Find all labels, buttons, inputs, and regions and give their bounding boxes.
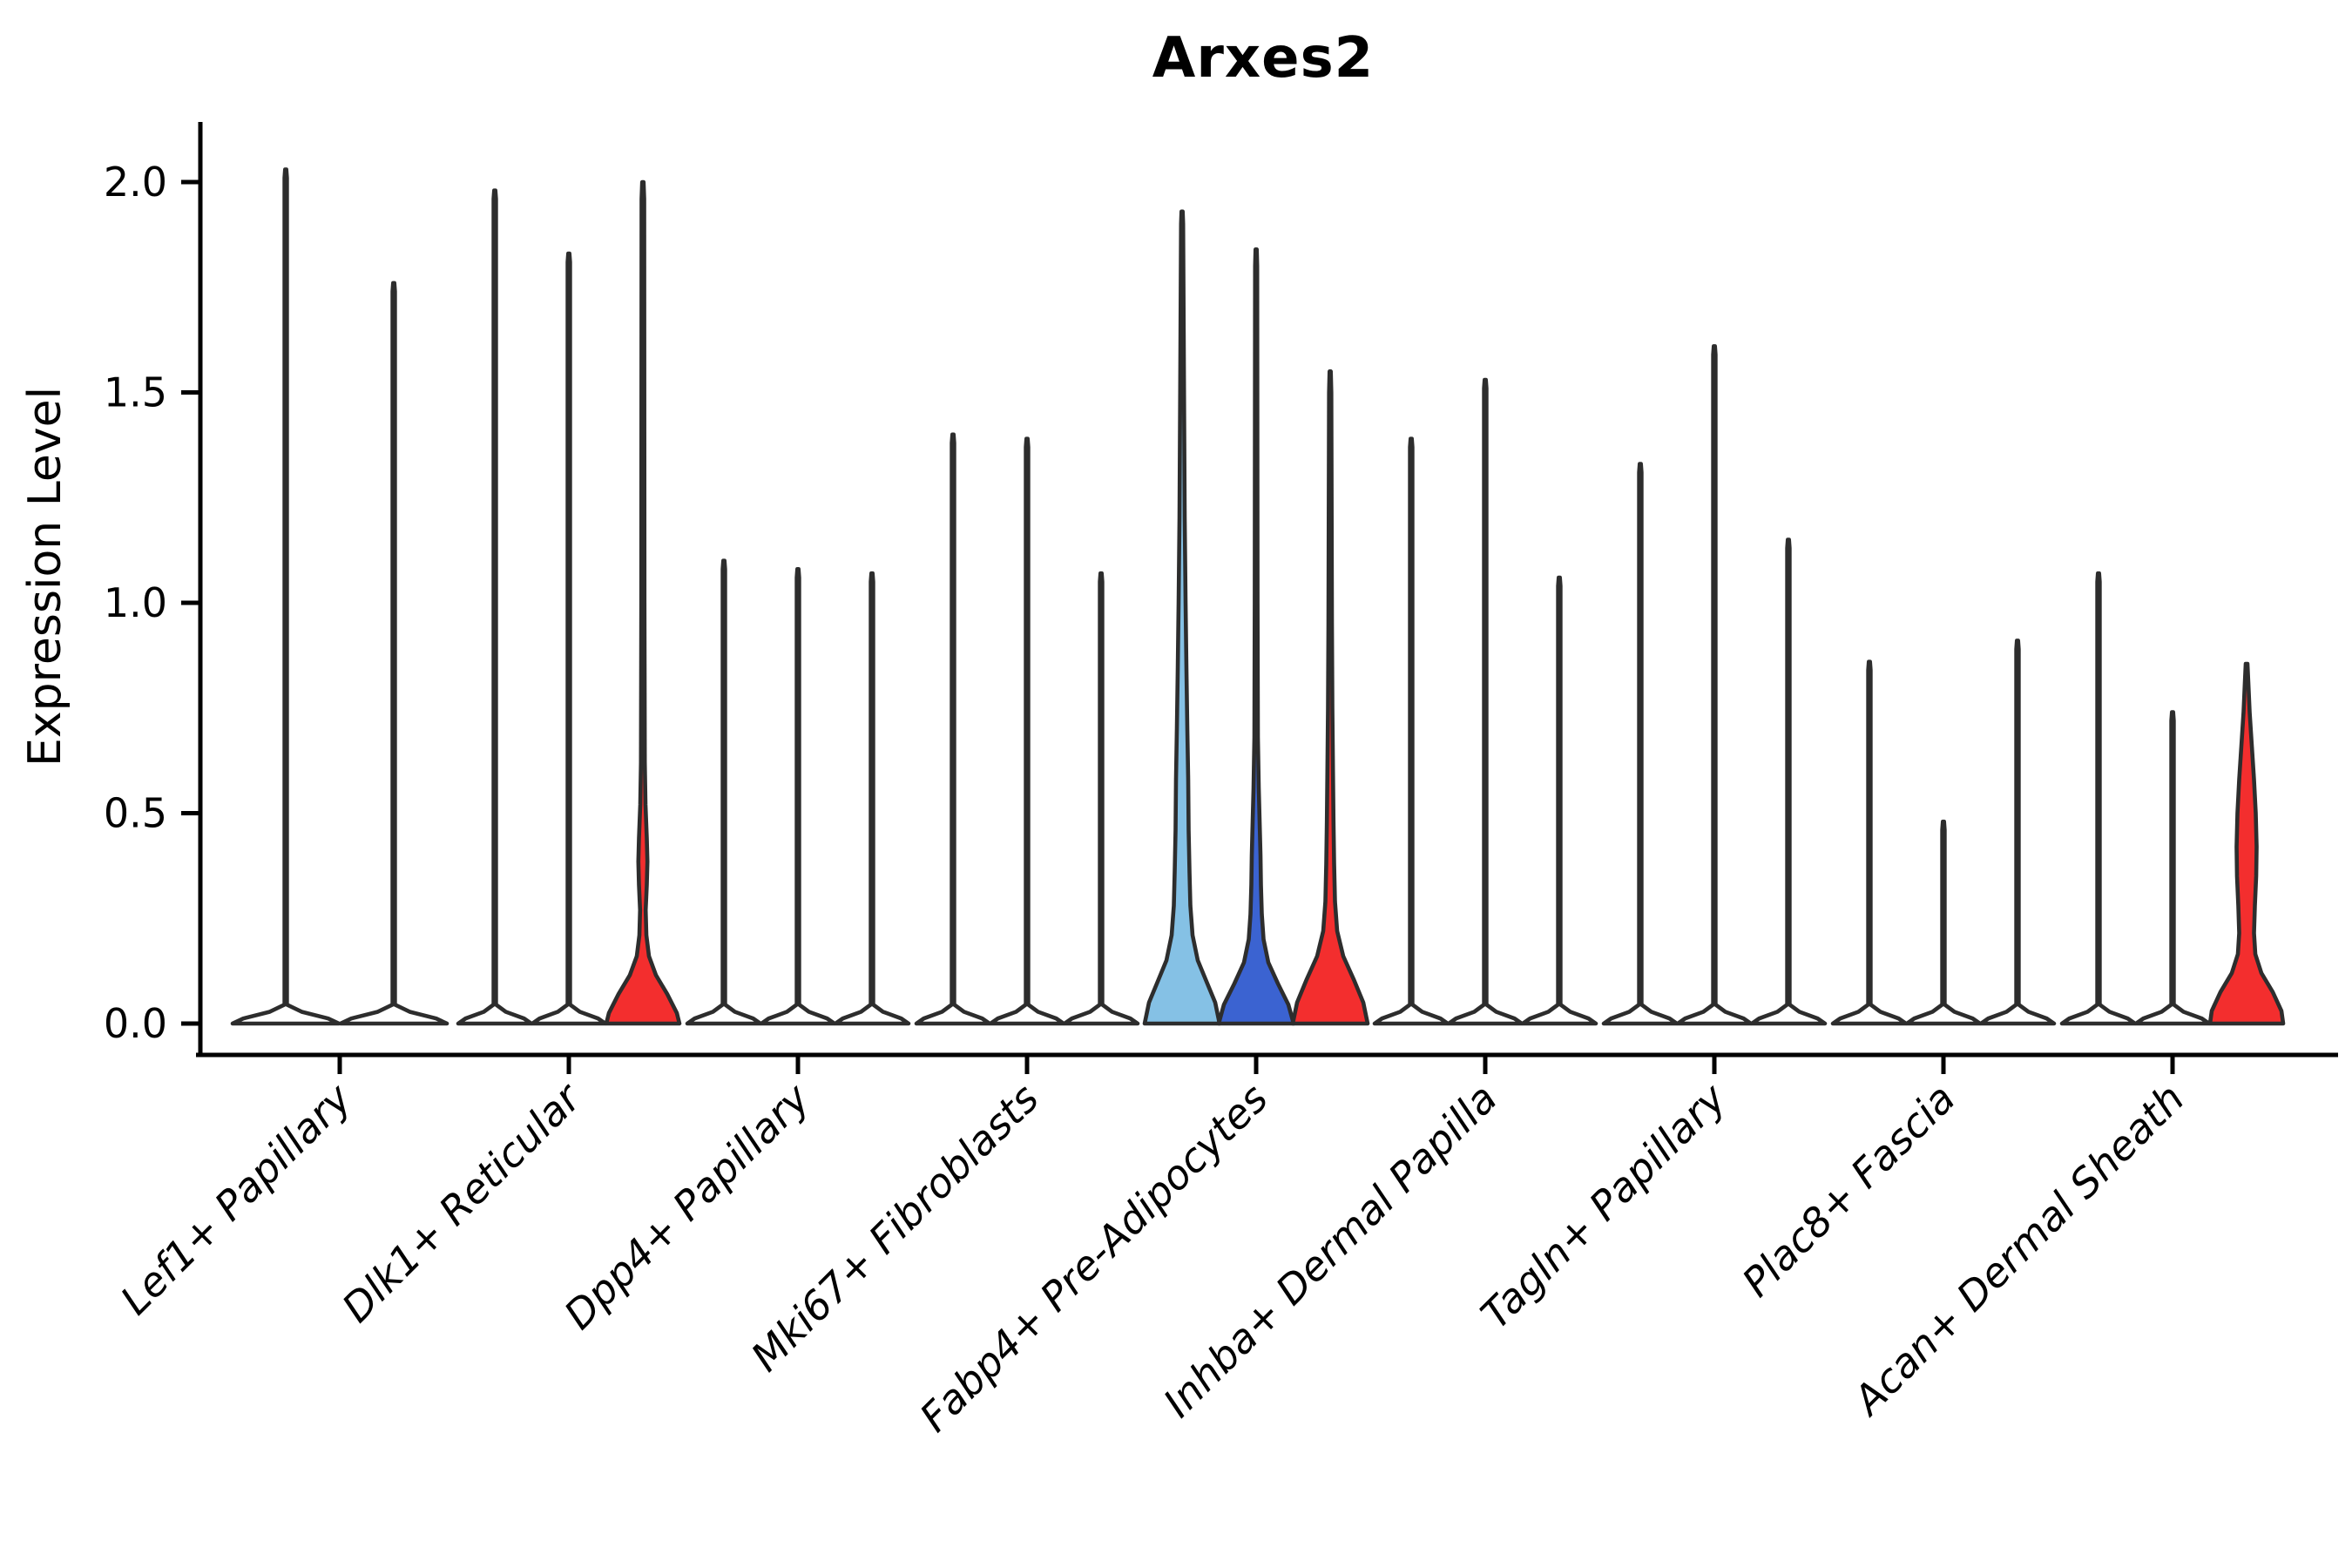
chart-title: Arxes2 xyxy=(1152,26,1375,91)
y-tick-label-0.0: 0.0 xyxy=(104,1000,167,1047)
violin-g9-v2 xyxy=(2133,710,2212,1026)
violin-g7-v2 xyxy=(1675,344,1754,1026)
y-tick-label-2.0: 2.0 xyxy=(104,159,167,206)
violin-g4-v1 xyxy=(914,432,992,1026)
violin-g2-v2 xyxy=(530,251,608,1026)
x-label-3: Dpp4+ Papillary xyxy=(555,1074,819,1338)
x-label-8: Plac8+ Fascia xyxy=(1733,1075,1963,1306)
violin-g3-v2 xyxy=(759,567,837,1026)
violin-g9-v1 xyxy=(2059,571,2138,1026)
violin-g6-v1 xyxy=(1372,436,1450,1026)
violin-g5-v1 xyxy=(1142,209,1222,1026)
violin-g3-v3 xyxy=(833,571,911,1026)
violin-g5-v2 xyxy=(1216,247,1296,1026)
violin-g4-v3 xyxy=(1062,571,1140,1026)
x-label-1: Lef1+ Papillary xyxy=(112,1074,361,1323)
violin-g6-v2 xyxy=(1446,377,1524,1026)
violin-g9-v3 xyxy=(2207,661,2286,1026)
violin-g1-v2 xyxy=(338,280,449,1026)
violin-g8-v2 xyxy=(1904,819,1983,1026)
x-label-2: Dlk1+ Reticular xyxy=(333,1072,591,1331)
violin-g6-v3 xyxy=(1520,575,1598,1026)
violin-g7-v1 xyxy=(1601,462,1680,1026)
violin-g7-v3 xyxy=(1749,537,1828,1026)
y-axis-label: Expression Level xyxy=(19,386,71,767)
violin-g4-v2 xyxy=(988,436,1066,1026)
y-tick-label-1.0: 1.0 xyxy=(104,579,167,626)
y-tick-label-1.5: 1.5 xyxy=(104,369,167,416)
y-tick-label-0.5: 0.5 xyxy=(104,790,167,837)
violin-g5-v3 xyxy=(1290,369,1370,1026)
violin-g2-v1 xyxy=(456,188,534,1026)
violin-g8-v3 xyxy=(1978,639,2057,1026)
violin-g3-v1 xyxy=(685,558,763,1026)
x-label-7: Tagln+ Papillary xyxy=(1471,1074,1735,1338)
violin-g8-v1 xyxy=(1830,659,1909,1026)
violin-g1-v1 xyxy=(230,167,341,1026)
violin-g2-v3 xyxy=(604,179,682,1026)
